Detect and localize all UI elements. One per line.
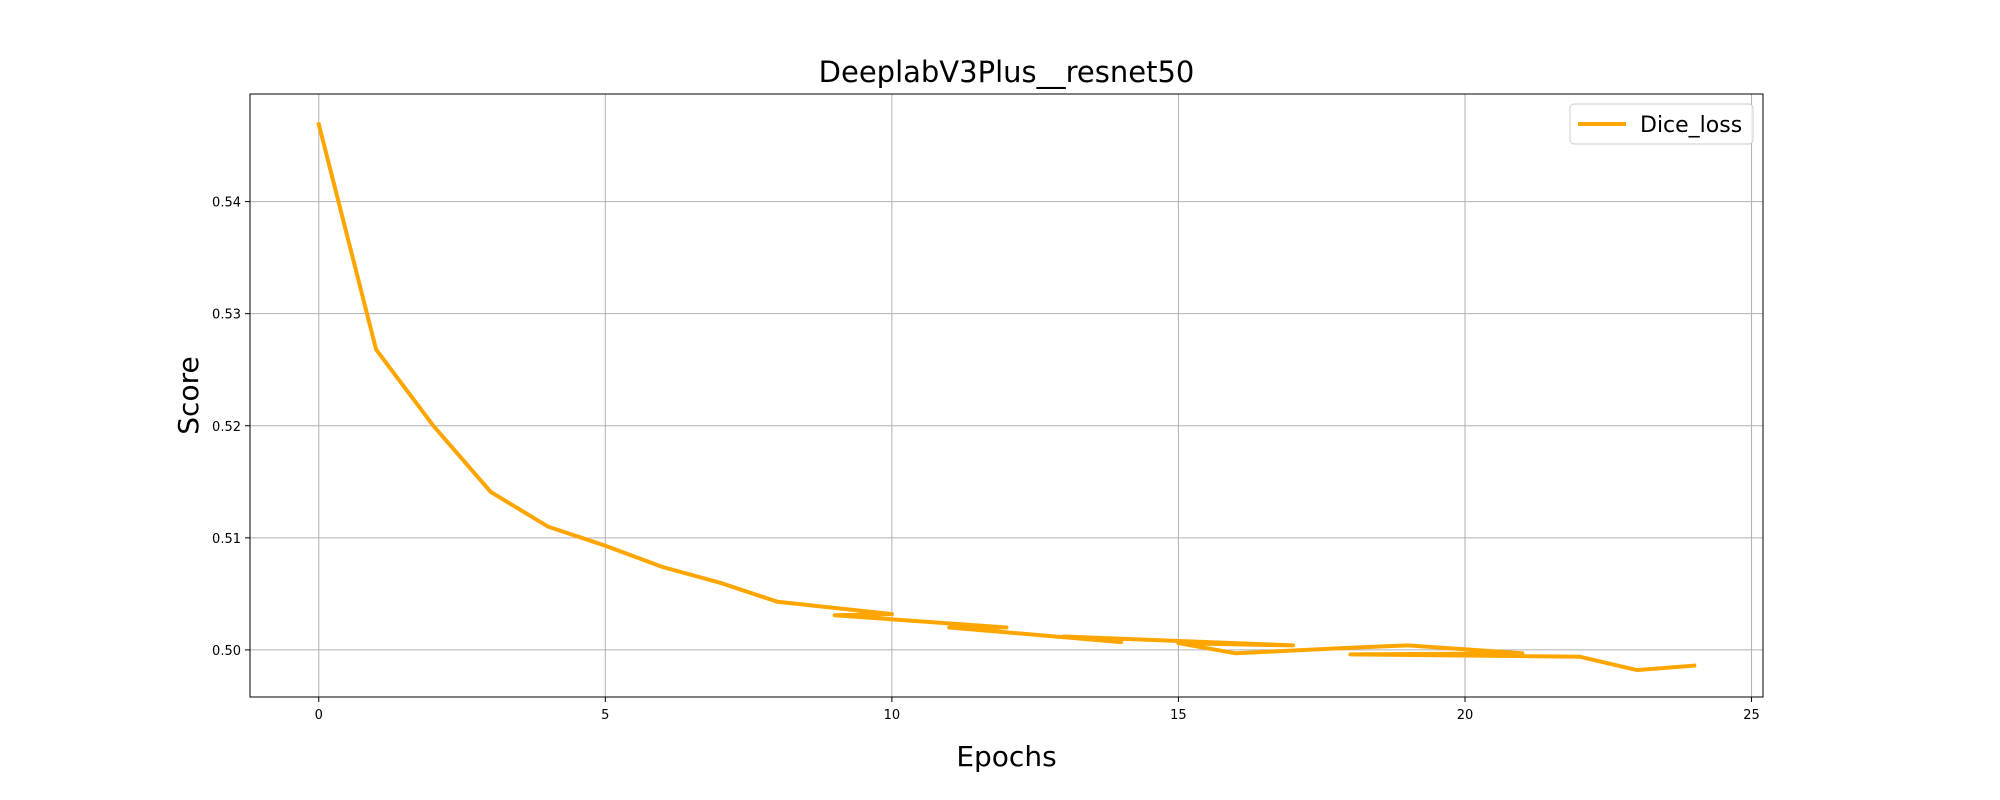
y-tick-label: 0.52 — [212, 420, 241, 435]
y-tick-label: 0.53 — [212, 308, 241, 323]
plot-frame — [249, 93, 1764, 698]
x-tick-label: 15 — [1170, 708, 1187, 723]
x-tick-label: 10 — [884, 708, 901, 723]
y-tick-label: 0.54 — [212, 196, 241, 211]
legend-box — [1569, 103, 1754, 145]
x-tick-label: 20 — [1457, 708, 1474, 723]
y-axis-title: Score — [172, 356, 205, 434]
series-layer — [316, 121, 1697, 673]
grid — [250, 94, 1763, 697]
y-tick-label: 0.50 — [212, 644, 241, 659]
y-tick-label: 0.51 — [212, 532, 241, 547]
legend-label: Dice_loss — [1640, 113, 1742, 138]
x-tick-label: 25 — [1743, 708, 1760, 723]
x-tick-label: 5 — [601, 708, 609, 723]
x-tick-label: 0 — [315, 708, 323, 723]
series-line — [316, 121, 1697, 673]
chart-title: DeeplabV3Plus__resnet50 — [819, 55, 1195, 89]
x-axis-title: Epochs — [956, 740, 1056, 773]
ticks: 0 5 10 15 20 25 0.50 0.51 0.52 0.53 0.54 — [212, 196, 1760, 723]
legend: Dice_loss — [1569, 103, 1754, 145]
